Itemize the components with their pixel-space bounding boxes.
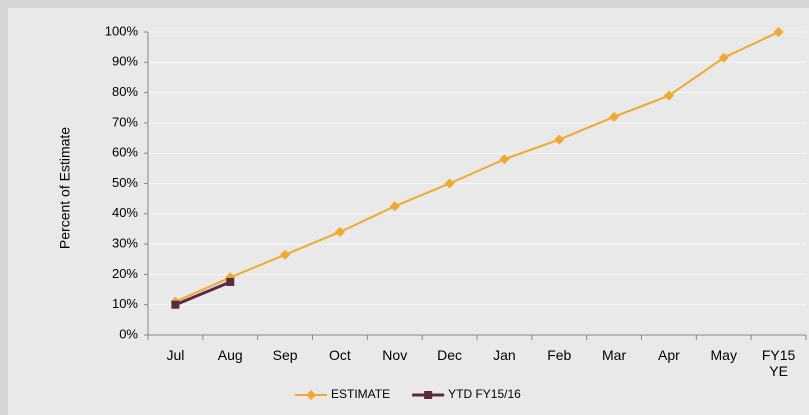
data-point: [609, 111, 620, 122]
y-tick-label: 100%: [105, 23, 139, 38]
x-tick-label: Jan: [493, 347, 516, 363]
x-tick-label: FY15 YE: [761, 347, 796, 379]
data-point: [663, 90, 674, 101]
y-tick-label: 80%: [112, 84, 138, 99]
data-point: [444, 178, 455, 189]
data-point: [773, 27, 784, 37]
y-tick-label: 30%: [112, 236, 138, 251]
x-tick-label: Sep: [272, 347, 298, 363]
y-tick-label: 70%: [112, 114, 138, 129]
data-point: [226, 277, 235, 286]
y-tick-label: 50%: [112, 175, 138, 190]
legend-marker: [306, 390, 316, 400]
x-tick-label: Apr: [658, 347, 680, 363]
y-tick-label: 20%: [112, 266, 138, 281]
y-tick-label: 10%: [112, 296, 138, 311]
data-point: [280, 249, 291, 260]
y-tick-label: 90%: [112, 54, 138, 69]
legend-marker: [424, 391, 433, 399]
data-point: [389, 201, 400, 212]
y-tick-label: 0%: [119, 326, 138, 341]
y-tick-label: 40%: [112, 205, 138, 220]
x-tick-label: Nov: [382, 347, 408, 363]
legend-label: YTD FY15/16: [448, 387, 521, 401]
legend-label: ESTIMATE: [331, 387, 390, 401]
series-line: [175, 31, 780, 303]
data-point: [718, 52, 729, 63]
x-tick-label: Aug: [217, 347, 243, 363]
x-tick-label: Dec: [437, 347, 463, 363]
series-line: [174, 280, 231, 307]
y-axis-label: Percent of Estimate: [57, 127, 73, 249]
x-tick-label: Oct: [329, 347, 351, 363]
chart-background: [8, 8, 809, 415]
x-tick-label: Jul: [166, 347, 185, 363]
data-point: [554, 134, 565, 145]
data-point: [334, 226, 345, 237]
x-tick-label: May: [710, 347, 737, 363]
y-tick-label: 60%: [112, 145, 138, 160]
data-point: [171, 300, 180, 309]
x-tick-label: Mar: [602, 347, 627, 363]
x-tick-label: Feb: [547, 347, 572, 363]
data-point: [499, 154, 510, 165]
